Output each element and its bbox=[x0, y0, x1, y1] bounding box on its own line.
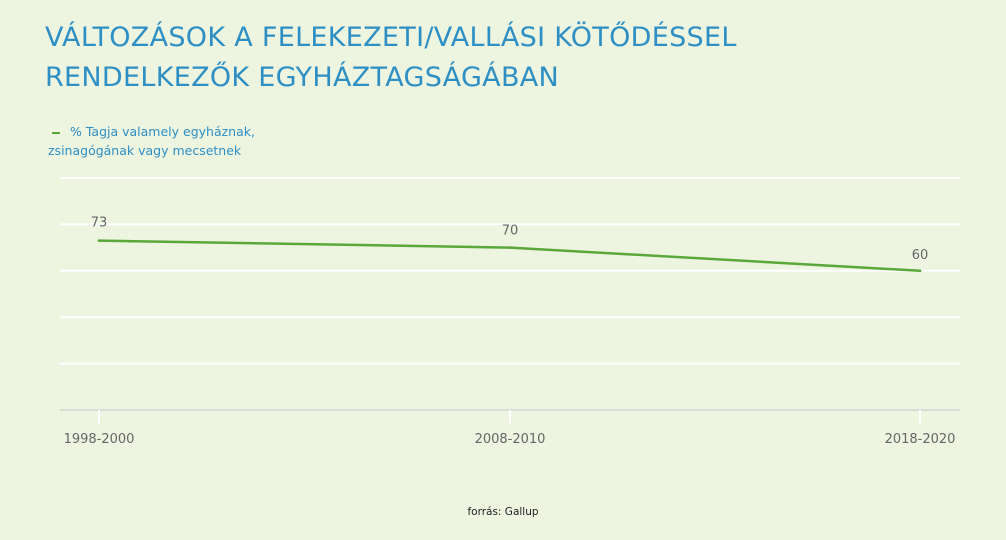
series-line-segment bbox=[508, 246, 922, 273]
x-tick-label: 2018-2020 bbox=[885, 432, 956, 447]
legend-label-line-2: zsinagógának vagy mecsetnek bbox=[48, 143, 242, 158]
x-tick-label: 1998-2000 bbox=[64, 432, 135, 447]
data-point bbox=[97, 239, 101, 242]
chart-title-line-1: VÁLTOZÁSOK A FELEKEZETI/VALLÁSI KÖTŐDÉSS… bbox=[45, 22, 737, 53]
x-axis: 1998-2000 2008-2010 2018-2020 bbox=[60, 409, 960, 447]
legend-label-line-1: % Tagja valamely egyháznak, bbox=[70, 124, 255, 139]
data-point bbox=[508, 246, 512, 249]
data-label: 73 bbox=[91, 216, 108, 231]
data-label: 70 bbox=[502, 224, 519, 239]
chart-title: VÁLTOZÁSOK A FELEKEZETI/VALLÁSI KÖTŐDÉSS… bbox=[45, 18, 737, 98]
series-line-segment bbox=[97, 239, 512, 249]
data-label: 60 bbox=[912, 248, 929, 263]
data-point bbox=[918, 269, 922, 273]
source-note: forrás: Gallup bbox=[467, 506, 539, 518]
chart-legend: % Tagja valamely egyháznak, zsinagógának… bbox=[48, 122, 255, 160]
data-labels: 73 70 60 bbox=[91, 216, 929, 263]
x-tick-label: 2008-2010 bbox=[475, 432, 546, 447]
chart-title-line-2: RENDELKEZŐK EGYHÁZTAGSÁGÁBAN bbox=[45, 62, 560, 93]
legend-line-swatch bbox=[52, 131, 60, 134]
legend-entry: % Tagja valamely egyháznak, bbox=[48, 122, 255, 141]
series bbox=[97, 239, 922, 273]
gridlines bbox=[60, 177, 960, 365]
